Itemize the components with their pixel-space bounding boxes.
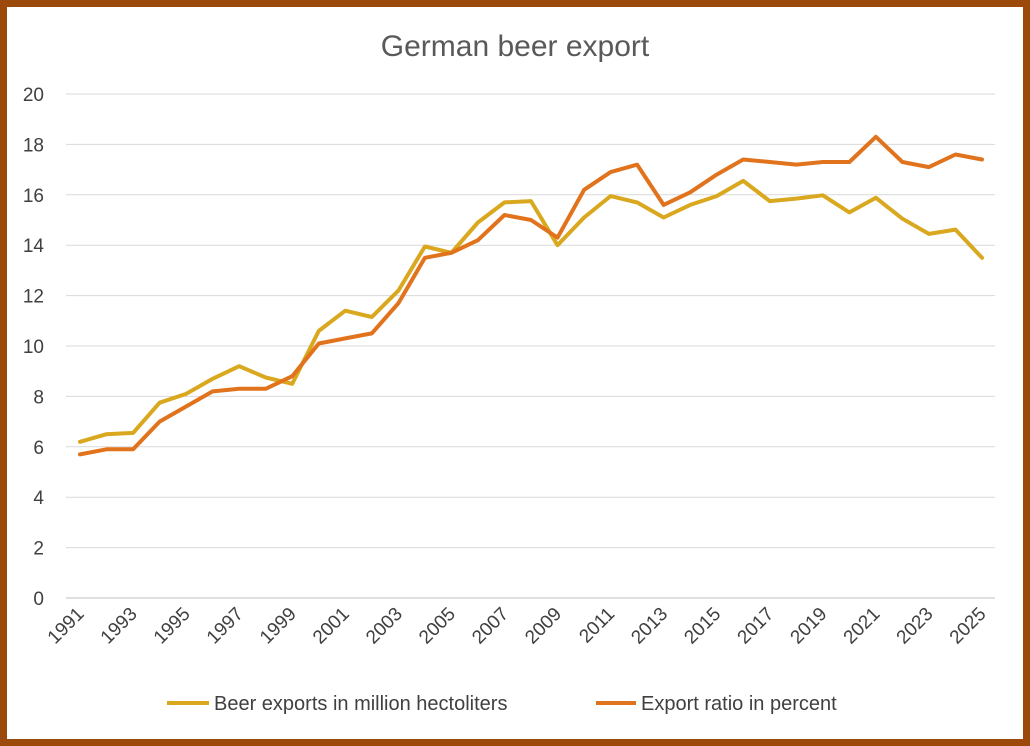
- y-tick-label: 6: [33, 438, 44, 459]
- x-tick-label: 1991: [44, 604, 89, 649]
- gridlines: [66, 93, 995, 599]
- x-tick-label: 2009: [521, 604, 566, 649]
- y-tick-label: 12: [23, 287, 44, 308]
- x-axis-ticks: 1991 1993 1995 1997 1999 2001 2003 2005 2007 2009…: [44, 604, 991, 649]
- y-tick-label: 20: [23, 85, 44, 106]
- y-tick-label: 8: [33, 387, 44, 408]
- x-tick-label: 2003: [362, 604, 407, 649]
- y-tick-label: 2: [33, 539, 44, 560]
- x-tick-label: 2005: [415, 604, 460, 649]
- x-tick-label: 2001: [309, 604, 354, 649]
- y-tick-label: 10: [23, 337, 44, 358]
- y-tick-label: 14: [23, 236, 45, 257]
- x-tick-label: 2023: [893, 604, 938, 649]
- x-tick-label: 1993: [97, 604, 142, 649]
- x-tick-label: 2007: [468, 604, 513, 649]
- x-tick-label: 2013: [627, 604, 672, 649]
- x-tick-label: 2017: [734, 604, 779, 649]
- y-tick-label: 16: [23, 186, 44, 207]
- legend-label-beer-exports: Beer exports in million hectoliters: [214, 693, 507, 715]
- series-line-beer-exports: [78, 178, 984, 444]
- x-tick-label: 1995: [150, 604, 195, 649]
- x-tick-label: 2025: [946, 604, 991, 649]
- legend-label-export-ratio: Export ratio in percent: [641, 693, 837, 715]
- series-line-export-ratio: [78, 134, 984, 457]
- y-axis-ticks: 0 2 4 6 8 10 12 14 16 18 20: [23, 85, 45, 610]
- x-tick-label: 2021: [840, 604, 885, 649]
- x-tick-label: 2015: [680, 604, 725, 649]
- y-tick-label: 0: [33, 589, 44, 610]
- legend: Beer exports in million hectoliters Expo…: [167, 693, 837, 715]
- series-lines: [78, 134, 984, 457]
- x-tick-label: 2011: [575, 604, 619, 648]
- chart-title: German beer export: [381, 30, 650, 63]
- x-tick-label: 2019: [787, 604, 832, 649]
- x-tick-label: 1997: [203, 604, 248, 649]
- y-tick-label: 4: [33, 488, 44, 509]
- x-tick-label: 1999: [256, 604, 301, 649]
- y-tick-label: 18: [23, 135, 44, 156]
